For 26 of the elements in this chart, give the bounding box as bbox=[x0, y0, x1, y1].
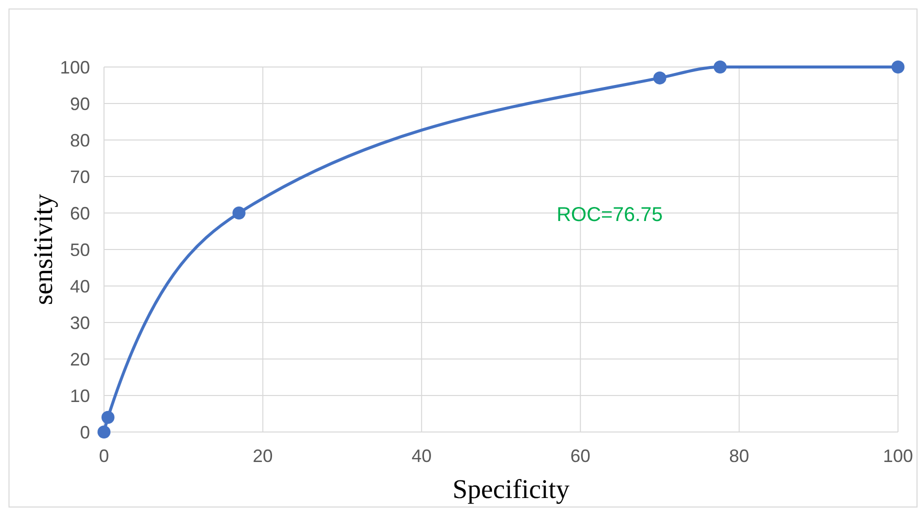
y-tick-label: 40 bbox=[70, 276, 90, 296]
y-tick-label: 0 bbox=[80, 422, 90, 442]
point bbox=[714, 60, 727, 74]
x-tick-label: 100 bbox=[882, 446, 914, 466]
y-tick-label: 30 bbox=[70, 312, 90, 333]
y-tick-label: 80 bbox=[70, 130, 90, 150]
point bbox=[98, 426, 110, 438]
x-axis-title: Specificity bbox=[452, 474, 570, 504]
point bbox=[653, 71, 666, 84]
x-tick-label: 80 bbox=[729, 446, 750, 466]
x-tick-label: 60 bbox=[570, 446, 590, 466]
y-axis-title: sensitivity bbox=[28, 194, 58, 306]
y-tick-label: 100 bbox=[60, 57, 90, 78]
y-tick-label: 20 bbox=[70, 349, 90, 370]
point bbox=[101, 410, 114, 424]
annotation: ROC=76.75 bbox=[556, 204, 663, 226]
point bbox=[232, 206, 246, 220]
y-tick-label: 90 bbox=[70, 94, 90, 114]
y-tick-label: 10 bbox=[70, 386, 90, 406]
y-tick-label: 70 bbox=[70, 166, 90, 187]
y-tick-label: 60 bbox=[70, 203, 90, 224]
x-tick-label: 0 bbox=[98, 446, 110, 466]
point bbox=[892, 60, 904, 74]
x-tick-label: 20 bbox=[252, 446, 273, 466]
y-tick-label: 50 bbox=[70, 240, 90, 260]
x-tick-label: 40 bbox=[412, 446, 432, 466]
